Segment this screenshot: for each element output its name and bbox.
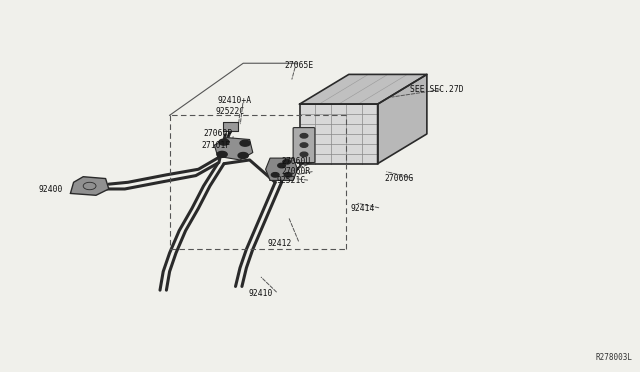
Text: 92410: 92410 [248,289,273,298]
Circle shape [240,140,250,146]
Circle shape [217,151,227,157]
Text: 27060U: 27060U [282,157,311,166]
Circle shape [219,139,229,145]
FancyBboxPatch shape [293,128,315,163]
Text: 27060R: 27060R [282,167,311,176]
Polygon shape [300,104,378,164]
Polygon shape [223,122,238,131]
Polygon shape [266,158,298,180]
Text: 92412: 92412 [268,239,292,248]
Circle shape [271,173,279,177]
Text: 27101F: 27101F [202,141,231,150]
Text: 92521C: 92521C [276,176,306,185]
Text: R278003L: R278003L [595,353,632,362]
Circle shape [300,152,308,157]
Polygon shape [70,177,109,195]
Circle shape [300,134,308,138]
Polygon shape [300,74,427,104]
Text: 92522C: 92522C [216,107,245,116]
Circle shape [284,173,292,177]
Text: SEE SEC.27D: SEE SEC.27D [410,85,463,94]
Polygon shape [378,74,427,164]
Text: 27060G: 27060G [384,174,413,183]
Text: 27060P: 27060P [204,129,233,138]
Text: 92414: 92414 [351,204,375,213]
Circle shape [300,143,308,147]
Text: 92410+A: 92410+A [218,96,252,105]
Text: 92400: 92400 [38,185,63,194]
Circle shape [278,163,285,168]
Polygon shape [214,138,253,160]
Circle shape [283,160,291,164]
Text: 27065E: 27065E [285,61,314,70]
Circle shape [238,153,248,158]
